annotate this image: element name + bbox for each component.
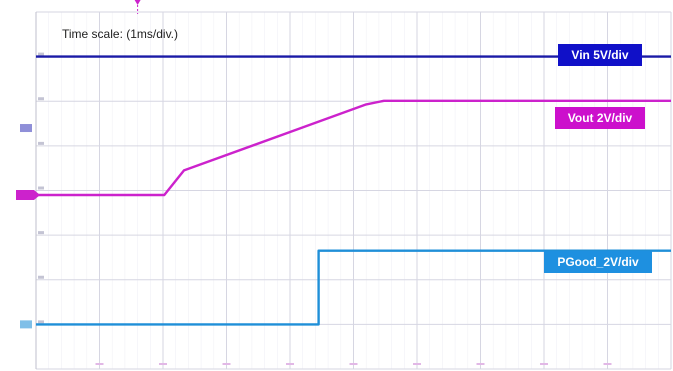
x-tick-mark [286, 363, 294, 365]
vin-ground-marker [20, 124, 32, 133]
markers [16, 0, 141, 329]
channel-label-box [558, 44, 642, 66]
y-tick-mark [38, 231, 44, 235]
channel-label-box [555, 107, 645, 129]
x-tick-mark [222, 363, 231, 365]
y-tick-mark [38, 320, 44, 324]
tick-labels [38, 52, 612, 365]
x-tick-mark [603, 363, 612, 365]
channel-label-text: Vin 5V/div [571, 48, 628, 62]
trace-pgood_2v/div [36, 249, 671, 326]
channel-label-box [544, 251, 652, 273]
grid [35, 11, 672, 370]
x-tick-mark [540, 363, 548, 365]
x-tick-mark [95, 363, 104, 365]
y-tick-mark [38, 275, 44, 279]
pgood-ground-marker [20, 320, 32, 329]
channel-label-text: Vout 2V/div [568, 111, 633, 125]
trigger-marker [134, 0, 141, 5]
trace-vout [36, 99, 671, 197]
x-tick-mark [476, 363, 485, 365]
y-tick-mark [38, 52, 44, 56]
x-tick-mark [413, 363, 421, 365]
y-tick-mark [38, 97, 44, 101]
time-scale-caption: Time scale: (1ms/div.) [62, 27, 178, 41]
y-tick-mark [38, 186, 44, 190]
x-tick-mark [159, 363, 167, 365]
y-tick-mark [38, 141, 44, 145]
channel-label-text: PGood_2V/div [557, 255, 639, 269]
vout-ground-marker [16, 189, 40, 200]
channel-labels: Vin 5V/div Vout 2V/div PGood_2V/div [544, 44, 652, 273]
x-tick-mark [349, 363, 358, 365]
